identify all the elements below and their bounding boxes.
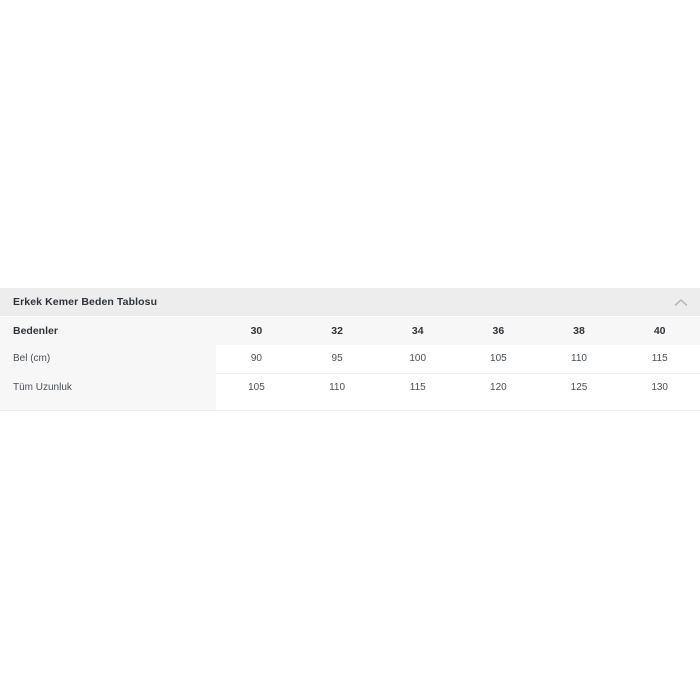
cell-bel-36: 105 bbox=[458, 345, 539, 374]
size-chart-accordion-header[interactable]: Erkek Kemer Beden Tablosu bbox=[0, 288, 700, 316]
table-header-size-32: 32 bbox=[296, 316, 378, 345]
size-table: Bedenler 30 32 34 36 38 40 Bel (cm) 90 9… bbox=[0, 316, 700, 402]
cell-uzunluk-38: 125 bbox=[538, 373, 620, 402]
table-header-size-34: 34 bbox=[377, 316, 459, 345]
cell-bel-32: 95 bbox=[296, 345, 378, 374]
cell-bel-30: 90 bbox=[216, 345, 297, 374]
table-header-size-30: 30 bbox=[216, 316, 297, 345]
size-chart-panel: Erkek Kemer Beden Tablosu Bedenler 30 32… bbox=[0, 288, 700, 411]
size-chart-table-wrap: Bedenler 30 32 34 36 38 40 Bel (cm) 90 9… bbox=[0, 316, 700, 411]
table-header-size-38: 38 bbox=[538, 316, 620, 345]
size-chart-title: Erkek Kemer Beden Tablosu bbox=[13, 295, 158, 308]
cell-uzunluk-36: 120 bbox=[458, 373, 539, 402]
table-footer-strip bbox=[0, 402, 216, 410]
cell-bel-34: 100 bbox=[377, 345, 459, 374]
table-header-label: Bedenler bbox=[0, 316, 217, 345]
cell-uzunluk-30: 105 bbox=[216, 373, 297, 402]
row-label-tum-uzunluk: Tüm Uzunluk bbox=[0, 373, 217, 402]
table-row: Tüm Uzunluk 105 110 115 120 125 130 bbox=[0, 373, 700, 402]
row-label-bel: Bel (cm) bbox=[0, 345, 217, 374]
cell-bel-40: 115 bbox=[619, 345, 700, 374]
table-row: Bel (cm) 90 95 100 105 110 115 bbox=[0, 345, 700, 374]
table-header-size-40: 40 bbox=[619, 316, 700, 345]
cell-uzunluk-34: 115 bbox=[377, 373, 459, 402]
chevron-up-icon[interactable] bbox=[674, 298, 688, 307]
cell-uzunluk-32: 110 bbox=[296, 373, 378, 402]
cell-bel-38: 110 bbox=[538, 345, 620, 374]
table-bottom-rule bbox=[0, 410, 700, 411]
table-header-size-36: 36 bbox=[458, 316, 539, 345]
table-header-row: Bedenler 30 32 34 36 38 40 bbox=[0, 316, 700, 345]
cell-uzunluk-40: 130 bbox=[619, 373, 700, 402]
